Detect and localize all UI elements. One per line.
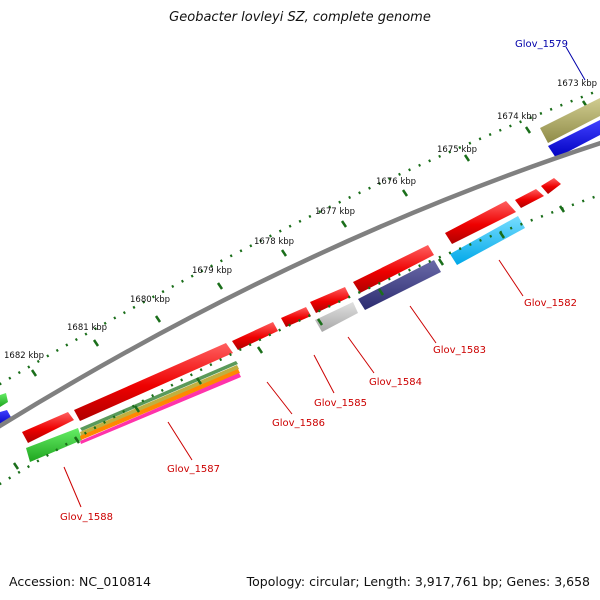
gene-label-glov-1579[interactable]: Glov_1579 xyxy=(515,39,568,50)
gene-green-1588[interactable] xyxy=(26,428,82,462)
gene-red-1584-upper[interactable] xyxy=(310,287,350,313)
kbp-label-1681: 1681 kbp xyxy=(67,323,107,333)
leader-line-1586 xyxy=(266,381,293,415)
gene-olive[interactable] xyxy=(540,98,600,143)
leader-line-1588 xyxy=(63,466,82,508)
inner-major-ticks xyxy=(12,205,566,470)
gene-blue-top[interactable] xyxy=(548,120,600,158)
gene-green-edge[interactable] xyxy=(0,393,8,407)
gene-label-glov-1587[interactable]: Glov_1587 xyxy=(167,464,220,475)
accession-text: Accession: NC_010814 xyxy=(9,574,152,589)
kbp-label-1675: 1675 kbp xyxy=(437,145,477,155)
leader-line-1585 xyxy=(313,354,335,394)
outer-tick-ring xyxy=(0,88,600,386)
gene-label-glov-1588[interactable]: Glov_1588 xyxy=(60,512,113,523)
gene-red-small-2[interactable] xyxy=(515,189,544,208)
leader-line-1587 xyxy=(167,421,193,461)
leader-line-1579 xyxy=(565,46,586,81)
kbp-label-1679: 1679 kbp xyxy=(192,266,232,276)
leader-line-1582 xyxy=(498,259,524,297)
leader-line-1583 xyxy=(409,305,437,344)
gene-orange-thin-1587[interactable] xyxy=(80,369,240,440)
gene-label-glov-1584[interactable]: Glov_1584 xyxy=(369,377,422,388)
gene-red-1583-upper[interactable] xyxy=(353,245,434,293)
gene-label-glov-1583[interactable]: Glov_1583 xyxy=(433,345,486,356)
leader-line-1584 xyxy=(347,336,375,374)
inner-tick-ring xyxy=(0,193,600,486)
outer-major-ticks xyxy=(30,100,589,377)
gene-red-1585[interactable] xyxy=(281,307,311,327)
kbp-label-1673: 1673 kbp xyxy=(557,79,597,89)
gene-green-thin-1587[interactable] xyxy=(80,361,238,431)
kbp-label-1682: 1682 kbp xyxy=(4,351,44,361)
map-title: Geobacter lovleyi SZ, complete genome xyxy=(169,10,431,25)
gene-red-1586[interactable] xyxy=(232,322,278,350)
genome-backbone xyxy=(0,140,600,429)
forward-strand-genes xyxy=(0,98,600,443)
gene-cyan-1582[interactable] xyxy=(450,216,525,265)
gene-red-1582-upper[interactable] xyxy=(445,201,516,244)
topology-text: Topology: circular; Length: 3,917,761 bp… xyxy=(246,574,590,589)
gene-red-small-1[interactable] xyxy=(541,178,561,194)
kbp-label-1674: 1674 kbp xyxy=(497,112,537,122)
kbp-label-1676: 1676 kbp xyxy=(376,177,416,187)
gene-red-1587-upper[interactable] xyxy=(74,343,233,421)
kbp-label-1680: 1680 kbp xyxy=(130,295,170,305)
kbp-label-1678: 1678 kbp xyxy=(254,237,294,247)
gene-magenta-thin-1587[interactable] xyxy=(80,373,241,444)
gene-grey-1584[interactable] xyxy=(315,302,358,332)
gene-red-1588-upper[interactable] xyxy=(22,412,74,443)
gene-label-glov-1586[interactable]: Glov_1586 xyxy=(272,418,325,429)
kbp-label-1677: 1677 kbp xyxy=(315,207,355,217)
gene-navy-1583[interactable] xyxy=(358,260,441,310)
gene-label-glov-1582[interactable]: Glov_1582 xyxy=(524,298,577,309)
gene-label-glov-1585[interactable]: Glov_1585 xyxy=(314,398,367,409)
